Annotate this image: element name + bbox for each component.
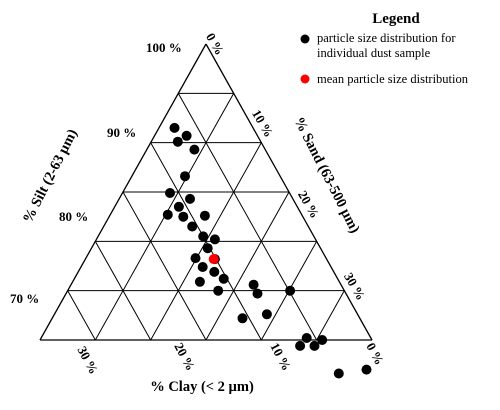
sand-tick-label-0: 0 % bbox=[203, 30, 227, 57]
sample-point bbox=[187, 221, 198, 232]
legend-marker-individual bbox=[300, 34, 310, 44]
sample-point bbox=[172, 136, 183, 147]
sample-point bbox=[213, 285, 224, 296]
grid-line-clay bbox=[177, 93, 318, 341]
triangle-outline bbox=[39, 43, 373, 341]
sample-point bbox=[190, 253, 201, 264]
sample-point bbox=[173, 201, 184, 212]
clay-tick-label-20: 20 % bbox=[171, 340, 198, 373]
sample-point bbox=[295, 340, 306, 351]
clay-tick-label-30: 30 % bbox=[74, 344, 101, 377]
sample-point bbox=[199, 210, 210, 221]
legend-label-individual-line1: particle size distribution for bbox=[317, 31, 456, 45]
sand-tick-label-20: 20 % bbox=[295, 188, 323, 221]
sample-point bbox=[189, 144, 200, 155]
silt-tick-label-80: 80 % bbox=[59, 209, 88, 224]
sample-point bbox=[202, 243, 213, 254]
legend-marker-mean bbox=[300, 74, 310, 84]
sample-point bbox=[165, 188, 175, 198]
clay-tick-label-0: 0 % bbox=[363, 340, 387, 367]
sample-point bbox=[180, 171, 190, 182]
sample-point bbox=[261, 309, 272, 320]
sample-point bbox=[218, 273, 229, 284]
sample-point bbox=[194, 276, 205, 287]
grid-line-clay bbox=[67, 290, 96, 341]
sand-tick-label-10: 10 % bbox=[249, 107, 277, 140]
sample-point bbox=[198, 231, 209, 242]
grid-line-clay bbox=[122, 191, 207, 341]
sample-point bbox=[162, 209, 173, 220]
legend-label-individual-line2: individual dust sample bbox=[317, 46, 431, 60]
sample-point bbox=[181, 130, 192, 141]
silt-tick-label-100: 100 % bbox=[146, 40, 182, 55]
mean-point bbox=[208, 254, 219, 265]
sample-point bbox=[333, 368, 344, 379]
sample-point bbox=[209, 266, 220, 277]
triangle-edge-right bbox=[205, 43, 373, 341]
clay-axis-title: % Clay (< 2 µm) bbox=[150, 379, 254, 395]
triangle-edge-left bbox=[39, 43, 207, 341]
sample-point bbox=[309, 340, 320, 351]
sample-point bbox=[252, 288, 263, 299]
clay-tick-label-10: 10 % bbox=[267, 340, 294, 373]
sample-point bbox=[361, 364, 372, 375]
sample-point bbox=[185, 193, 195, 204]
sample-point bbox=[197, 262, 208, 272]
sample-point bbox=[169, 122, 180, 133]
sample-point bbox=[317, 335, 328, 345]
sample-point bbox=[209, 234, 220, 245]
sample-point bbox=[248, 279, 259, 290]
sample-point bbox=[285, 285, 296, 296]
legend: Legend particle size distribution for in… bbox=[300, 11, 469, 86]
silt-tick-label-90: 90 % bbox=[107, 125, 136, 140]
legend-label-mean: mean particle size distribution bbox=[317, 72, 469, 86]
grid-line-sand bbox=[316, 290, 345, 341]
sand-tick-label-30: 30 % bbox=[341, 270, 369, 303]
grid-lines bbox=[67, 92, 345, 341]
sand-axis-title: % Sand (63-500 µm) bbox=[290, 115, 362, 236]
silt-tick-label-70: 70 % bbox=[10, 291, 39, 306]
sample-point bbox=[237, 313, 248, 324]
sample-point bbox=[301, 333, 312, 343]
grid-line-sand bbox=[205, 191, 290, 341]
legend-title: Legend bbox=[372, 11, 420, 27]
sample-point bbox=[178, 211, 189, 222]
data-points bbox=[162, 122, 372, 379]
